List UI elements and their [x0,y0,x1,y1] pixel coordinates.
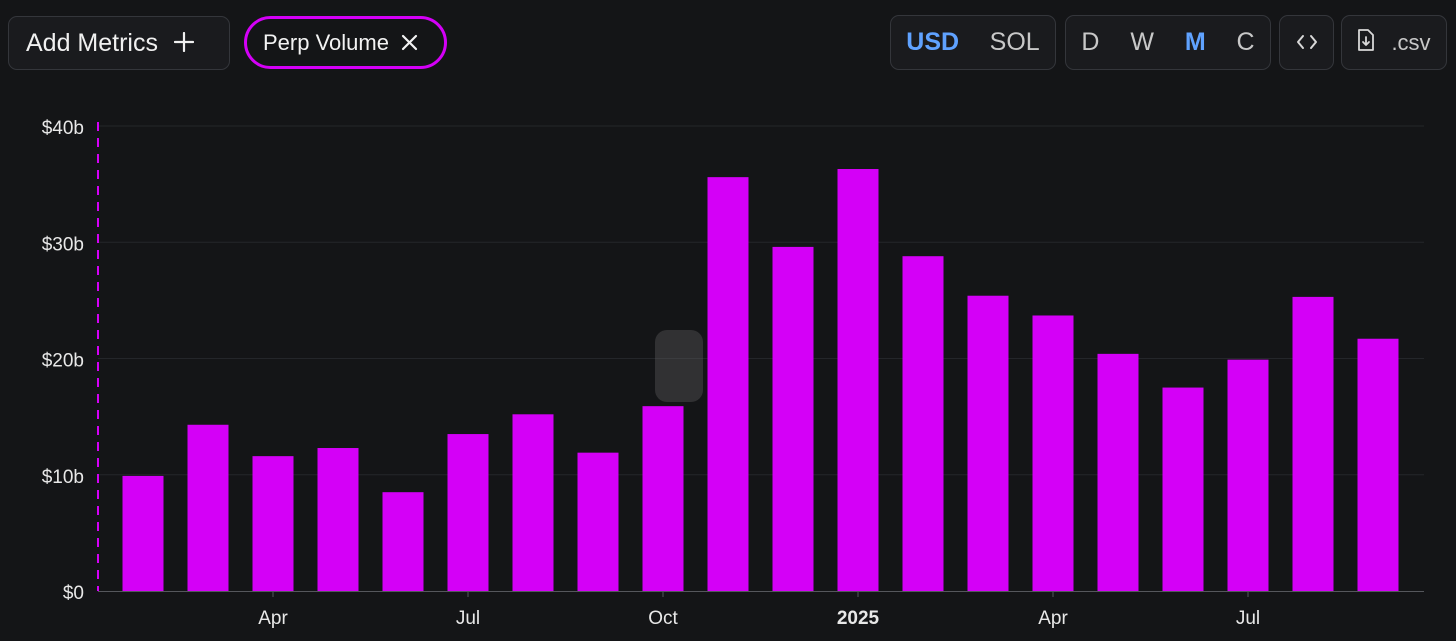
bar [252,456,294,591]
bar [1162,387,1204,591]
bar [512,414,554,591]
y-tick-label: $0 [63,583,84,604]
bar [317,448,359,591]
embed-button[interactable] [1279,15,1334,70]
chart-area: $0 $10b $20b $30b $40b Apr Jul Oct 2025 Apr Jul [0,90,1456,641]
bar [902,256,944,591]
period-option-w[interactable]: W [1130,28,1154,56]
bar [447,434,489,591]
x-tick-label: Oct [648,608,678,629]
x-tick-label: Jul [456,608,480,629]
bar [967,295,1009,591]
csv-download-button[interactable]: .csv [1341,15,1447,70]
currency-toggle: USD SOL [890,15,1056,70]
csv-label: .csv [1391,29,1431,55]
bar [187,424,229,591]
add-metrics-button[interactable]: Add Metrics [8,16,230,70]
bar [642,406,684,591]
y-tick-label: $20b [42,351,84,372]
close-icon[interactable] [401,34,418,51]
y-tick-label: $30b [42,234,84,255]
bar [577,452,619,591]
period-option-c[interactable]: C [1236,28,1255,56]
file-download-icon [1353,28,1387,57]
currency-option-usd[interactable]: USD [906,28,960,56]
code-icon [1292,28,1322,57]
watermark-logo [655,330,703,402]
x-tick-label: Apr [258,608,288,629]
period-option-m[interactable]: M [1184,28,1206,56]
bar [1097,353,1139,591]
bar [837,169,879,591]
x-tick-label: 2025 [837,608,880,629]
metric-pill-perp-volume[interactable]: Perp Volume [244,16,447,69]
perp-volume-bar-chart: $0 $10b $20b $30b $40b Apr Jul Oct 2025 Apr Jul [42,118,1424,629]
bar [772,246,814,591]
add-metrics-label: Add Metrics [26,28,158,57]
bar [122,475,164,591]
y-tick-label: $10b [42,467,84,488]
currency-option-sol[interactable]: SOL [989,28,1040,56]
x-tick-label: Apr [1038,608,1068,629]
metric-pill-label: Perp Volume [263,29,389,55]
bar [382,492,424,591]
y-tick-label: $40b [42,118,84,139]
bar [1227,359,1269,591]
x-tick-label: Jul [1236,608,1260,629]
period-option-d[interactable]: D [1081,28,1100,56]
plus-icon [173,29,195,57]
bar [1032,315,1074,591]
bar [707,177,749,591]
bar [1292,296,1334,591]
bar [1357,338,1399,591]
